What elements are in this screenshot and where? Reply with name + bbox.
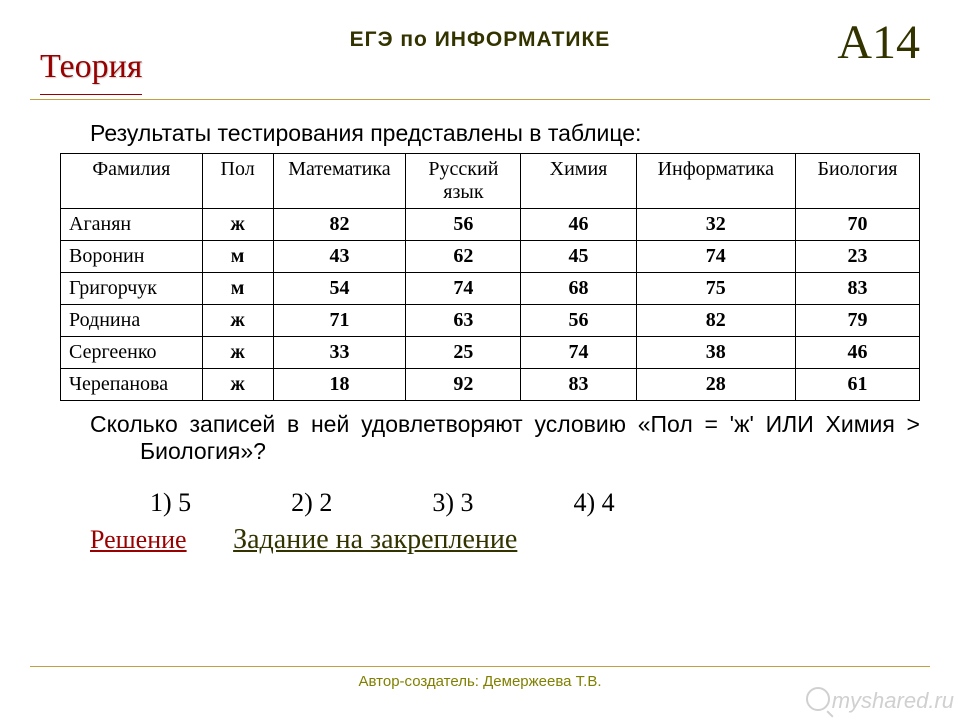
answer-option: 2) 2: [291, 488, 332, 517]
table-cell: 28: [636, 369, 795, 401]
table-header-cell: Информатика: [636, 154, 795, 209]
table-cell: 74: [406, 273, 521, 305]
watermark-text: myshared.ru: [832, 688, 954, 713]
table-cell: ж: [202, 337, 273, 369]
links-row: Решение Задание на закрепление: [90, 524, 920, 556]
table-cell: 62: [406, 241, 521, 273]
table-cell: м: [202, 241, 273, 273]
title: Теория: [40, 48, 142, 95]
table-cell: ж: [202, 305, 273, 337]
table-cell: 54: [273, 273, 406, 305]
answer-option: 1) 5: [150, 488, 191, 517]
table-cell: 79: [795, 305, 919, 337]
header: Теория ЕГЭ по ИНФОРМАТИКЕ A14: [30, 20, 930, 90]
table-cell: 33: [273, 337, 406, 369]
table-header-cell: Математика: [273, 154, 406, 209]
answer-option: 3) 3: [432, 488, 473, 517]
content: Результаты тестирования представлены в т…: [30, 120, 930, 556]
table-header-cell: Биология: [795, 154, 919, 209]
table-cell: Черепанова: [61, 369, 203, 401]
table-cell: Сергеенко: [61, 337, 203, 369]
table-cell: 83: [795, 273, 919, 305]
answer-option: 4) 4: [574, 488, 615, 517]
table-cell: 43: [273, 241, 406, 273]
table-header-cell: Фамилия: [61, 154, 203, 209]
task-code: A14: [837, 15, 920, 70]
table-row: Григорчукм5474687583: [61, 273, 920, 305]
table-row: Сергеенкож3325743846: [61, 337, 920, 369]
table-cell: ж: [202, 369, 273, 401]
table-body: Аганянж8256463270Воронинм4362457423Григо…: [61, 209, 920, 401]
table-header-cell: Химия: [521, 154, 636, 209]
table-cell: 18: [273, 369, 406, 401]
table-cell: 82: [636, 305, 795, 337]
table-header-cell: Пол: [202, 154, 273, 209]
practice-link[interactable]: Задание на закрепление: [233, 524, 517, 555]
table-cell: 71: [273, 305, 406, 337]
table-cell: Григорчук: [61, 273, 203, 305]
table-cell: 46: [795, 337, 919, 369]
table-cell: ж: [202, 209, 273, 241]
table-row: Роднинаж7163568279: [61, 305, 920, 337]
table-cell: Аганян: [61, 209, 203, 241]
table-cell: 32: [636, 209, 795, 241]
table-cell: 68: [521, 273, 636, 305]
table-header-cell: Русский язык: [406, 154, 521, 209]
table-cell: 74: [636, 241, 795, 273]
answer-options: 1) 5 2) 2 3) 3 4) 4: [150, 488, 920, 518]
table-cell: 74: [521, 337, 636, 369]
subtitle: ЕГЭ по ИНФОРМАТИКЕ: [30, 28, 930, 52]
footer-author: Автор-создатель: Демержеева Т.В.: [30, 666, 930, 690]
table-row: Воронинм4362457423: [61, 241, 920, 273]
table-cell: Воронин: [61, 241, 203, 273]
table-cell: 75: [636, 273, 795, 305]
table-cell: 61: [795, 369, 919, 401]
table-header-row: ФамилияПолМатематикаРусский языкХимияИнф…: [61, 154, 920, 209]
slide: Теория ЕГЭ по ИНФОРМАТИКЕ A14 Результаты…: [30, 20, 930, 700]
table-row: Аганянж8256463270: [61, 209, 920, 241]
solution-link[interactable]: Решение: [90, 525, 187, 554]
intro-text: Результаты тестирования представлены в т…: [60, 120, 920, 147]
table-row: Черепановаж1892832861: [61, 369, 920, 401]
table-cell: 23: [795, 241, 919, 273]
table-cell: 70: [795, 209, 919, 241]
table-cell: 56: [521, 305, 636, 337]
table-cell: 63: [406, 305, 521, 337]
table-cell: 92: [406, 369, 521, 401]
table-cell: 25: [406, 337, 521, 369]
table-cell: 82: [273, 209, 406, 241]
search-icon: [806, 687, 830, 711]
table-cell: Роднина: [61, 305, 203, 337]
results-table: ФамилияПолМатематикаРусский языкХимияИнф…: [60, 153, 920, 401]
table-cell: 45: [521, 241, 636, 273]
table-cell: 83: [521, 369, 636, 401]
watermark: myshared.ru: [806, 684, 954, 714]
table-cell: 46: [521, 209, 636, 241]
table-cell: м: [202, 273, 273, 305]
header-rule: [30, 99, 930, 100]
table-cell: 56: [406, 209, 521, 241]
table-cell: 38: [636, 337, 795, 369]
question-text: Сколько записей в ней удовлетворяют усло…: [140, 411, 920, 465]
